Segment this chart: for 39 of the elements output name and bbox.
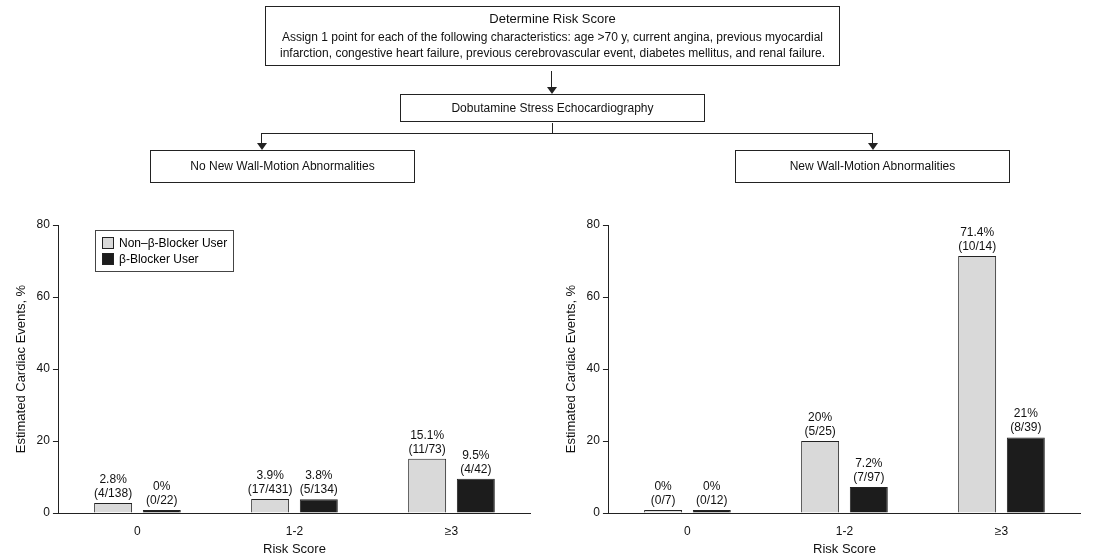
x-tick-label: ≥3 xyxy=(994,523,1009,538)
y-tick-label: 0 xyxy=(43,505,51,520)
chart-title: No New Wall-Motion Abnormalities xyxy=(150,150,415,183)
data-label: 0% (0/22) xyxy=(146,479,178,507)
text: Dobutamine Stress Echocardiography xyxy=(400,94,705,122)
x-tick-label: ≥3 xyxy=(444,523,459,538)
y-tick-label: 20 xyxy=(36,433,51,448)
y-tick-label: 60 xyxy=(586,289,601,304)
y-tick-label: 40 xyxy=(36,361,51,376)
legend-label: β-Blocker User xyxy=(119,252,199,266)
x-tick-label: 0 xyxy=(684,523,692,538)
x-tick-label: 1-2 xyxy=(285,523,304,538)
y-axis-title: Estimated Cardiac Events, % xyxy=(13,284,29,454)
y-tick-label: 40 xyxy=(586,361,601,376)
legend-label: Non–β-Blocker User xyxy=(119,236,228,250)
data-label: 3.9% (17/431) xyxy=(247,467,293,496)
data-label: 21% (8/39) xyxy=(1010,406,1042,435)
data-label: 3.8% (5/134) xyxy=(299,468,338,497)
data-label: 0% (0/7) xyxy=(650,479,676,507)
y-tick-label: 0 xyxy=(593,505,601,520)
y-tick-label: 60 xyxy=(36,289,51,304)
data-label: 15.1% (11/73) xyxy=(408,427,446,456)
x-tick-label: 0 xyxy=(134,523,142,538)
y-tick-label: 80 xyxy=(36,217,51,232)
data-label: 71.4% (10/14) xyxy=(958,224,997,253)
text: Determine Risk Score xyxy=(488,11,617,27)
data-label: 20% (5/25) xyxy=(804,410,836,438)
y-tick-label: 20 xyxy=(586,433,601,448)
data-label: 9.5% (4/42) xyxy=(460,447,492,476)
chart-title: New Wall-Motion Abnormalities xyxy=(735,150,1010,183)
x-axis-title: Risk Score xyxy=(263,540,326,556)
data-label: 7.2% (7/97) xyxy=(853,456,885,485)
x-tick-label: 1-2 xyxy=(835,523,854,538)
y-tick-label: 80 xyxy=(586,217,601,232)
data-label: 2.8% (4/138) xyxy=(94,471,133,500)
y-axis-title: Estimated Cardiac Events, % xyxy=(563,284,579,454)
x-axis-title: Risk Score xyxy=(813,540,876,556)
data-label: 0% (0/12) xyxy=(696,479,728,507)
text: Assign 1 point for each of the following characteristics: age >70 y, current angina, previous myocardial infarction, congestive heart failure, previous cerebrovascular event, diabetes mellitus, and renal failure. xyxy=(279,29,826,61)
